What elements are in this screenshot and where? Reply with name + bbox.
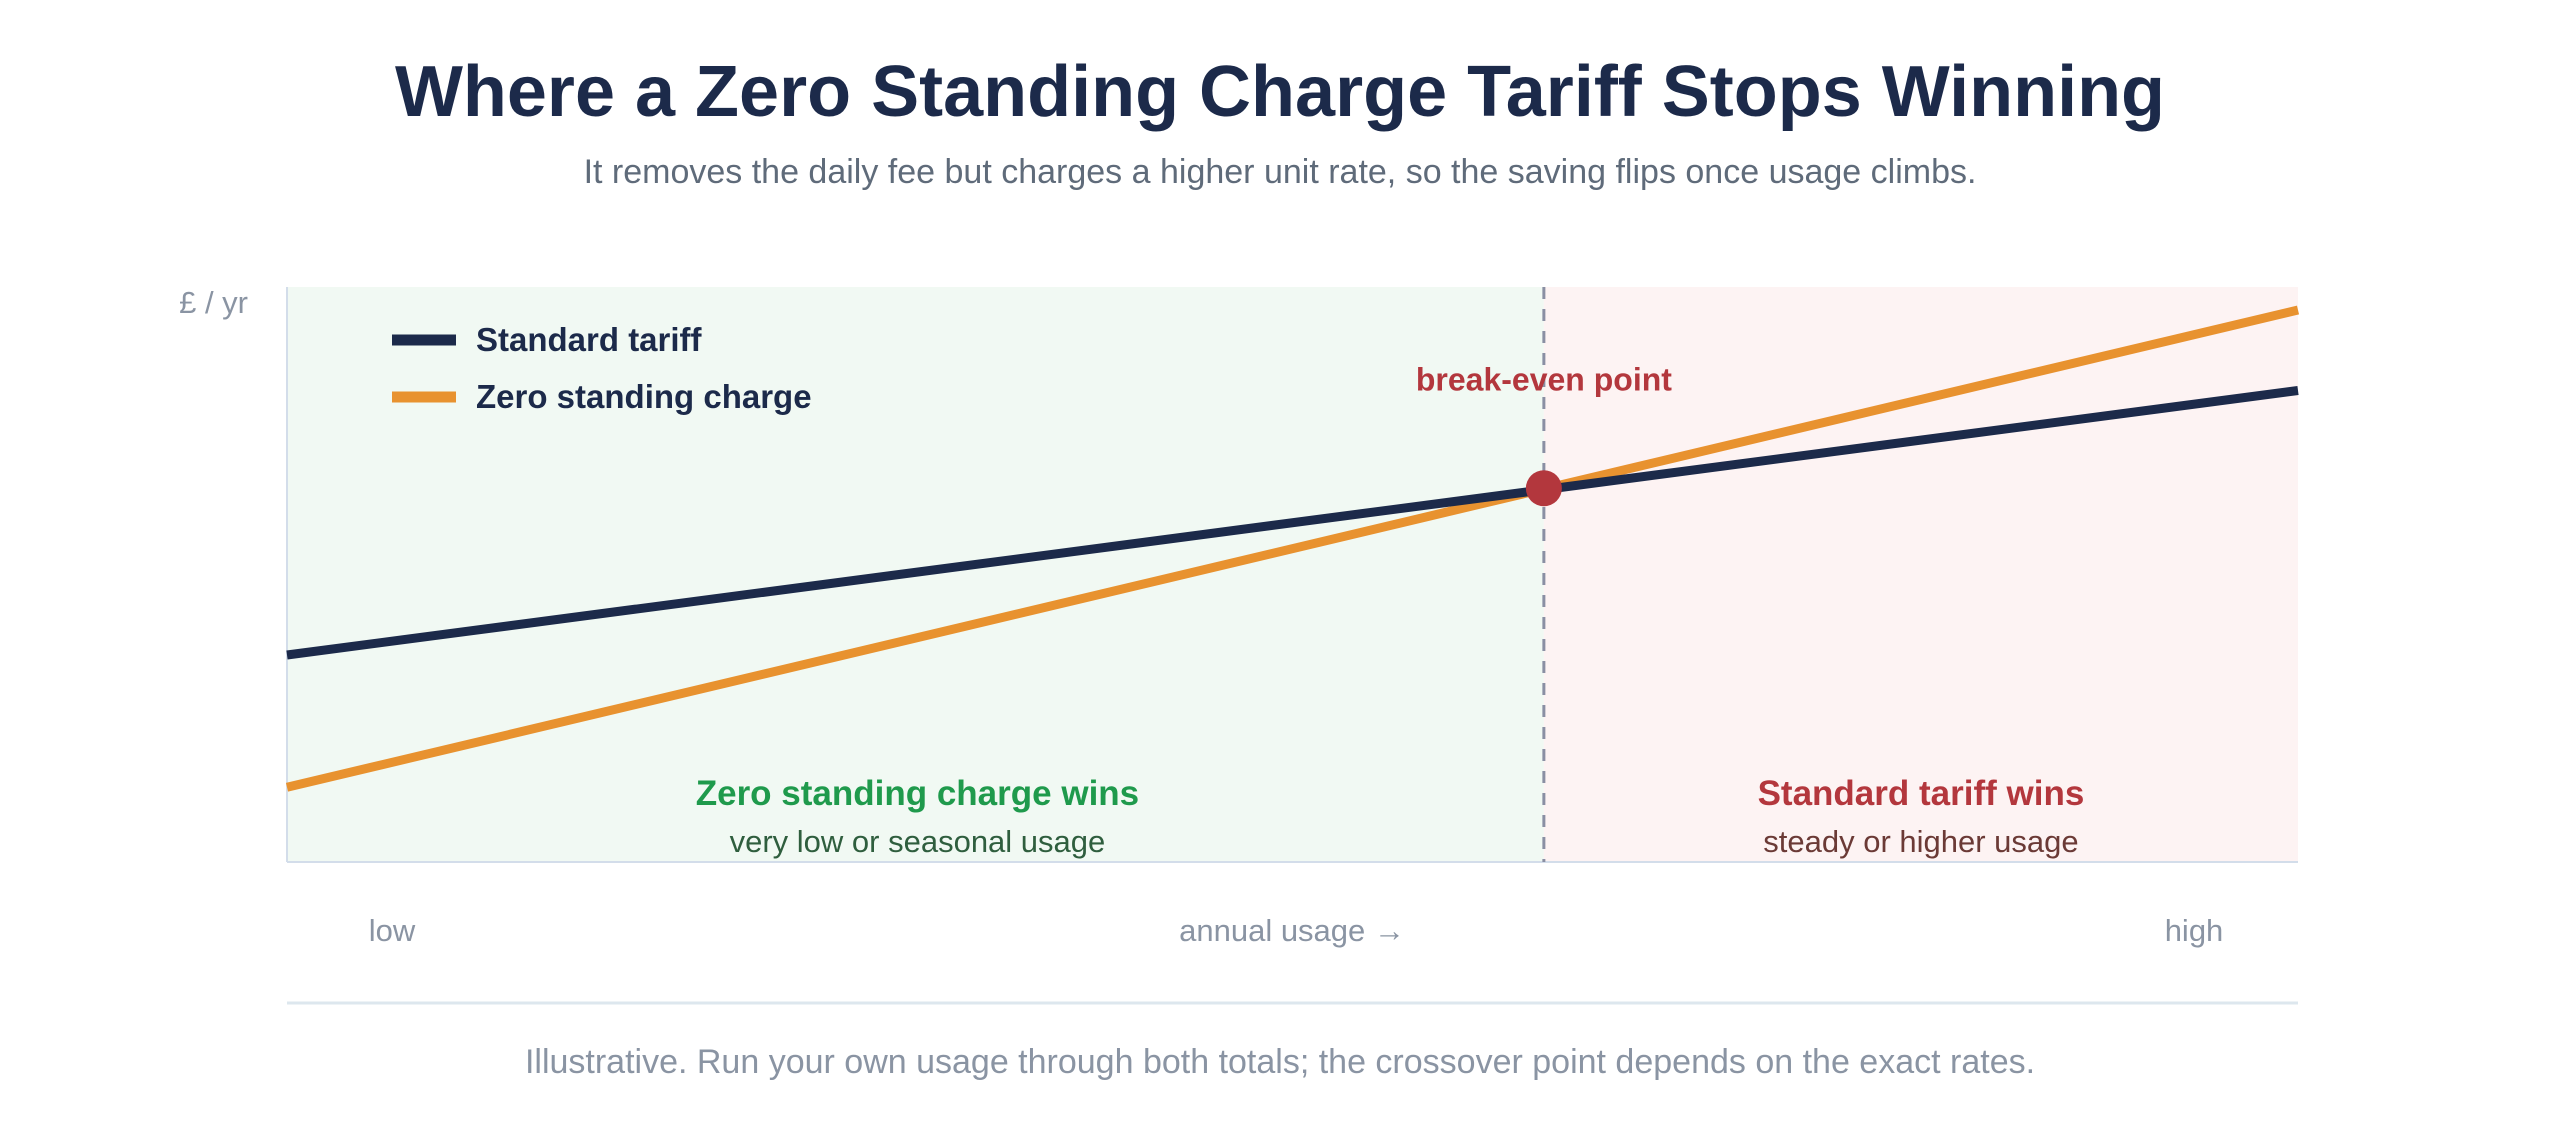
breakeven-label: break-even point (1416, 361, 1672, 397)
standard-wins-region (1543, 287, 2298, 862)
chart-subtitle: It removes the daily fee but charges a h… (583, 153, 1977, 191)
zero-charge-wins-label: Zero standing charge wins (696, 774, 1139, 813)
chart-title: Where a Zero Standing Charge Tariff Stop… (394, 52, 2166, 132)
zero-charge-wins-sublabel: very low or seasonal usage (730, 824, 1106, 859)
chart-footnote: Illustrative. Run your own usage through… (524, 1043, 2036, 1081)
legend-label-standard-tariff: Standard tariff (476, 321, 703, 358)
series-line-zero-standing-charge (285, 305, 2300, 792)
series-line-standard-tariff (286, 386, 2299, 660)
x-tick-label-high: high (2165, 913, 2224, 948)
legend: Standard tariff Zero standing charge (392, 321, 812, 415)
y-axis-label: £ / yr (179, 285, 248, 320)
standard-wins-sublabel: steady or higher usage (1763, 824, 2078, 859)
legend-label-zero-standing-charge: Zero standing charge (476, 378, 812, 415)
standard-wins-label: Standard tariff wins (1758, 774, 2085, 813)
x-axis-label: annual usage → (1179, 913, 1405, 948)
breakeven-point-marker (1525, 470, 1562, 507)
x-tick-label-low: low (369, 913, 416, 948)
